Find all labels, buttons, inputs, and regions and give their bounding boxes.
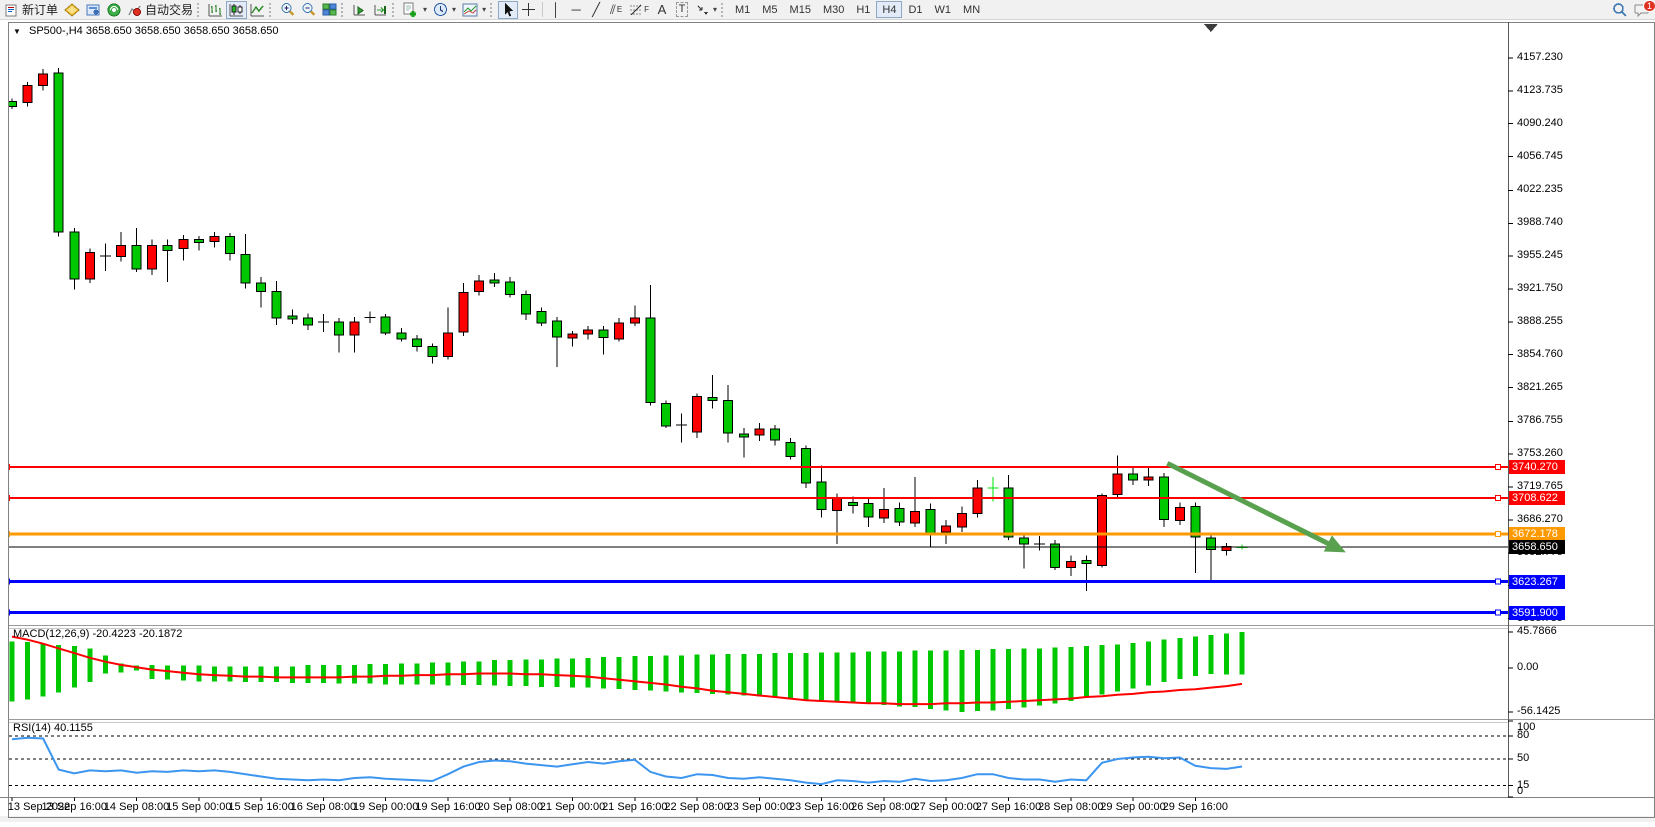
timeframe-m5-button[interactable]: M5 (756, 1, 783, 18)
tile-windows-icon (322, 3, 337, 15)
notification-badge: 1 (1642, 0, 1655, 12)
new-order-label: 新订单 (22, 2, 59, 17)
search-icon (1613, 2, 1627, 17)
timeframe-h1-button[interactable]: H1 (850, 1, 876, 18)
toolbar-grip (392, 2, 397, 17)
auto-trading-icon (128, 5, 142, 16)
templates-button[interactable]: ▾ (459, 1, 489, 19)
timeframe-m1-button[interactable]: M1 (729, 1, 756, 18)
notifications-button[interactable]: 1 (1631, 0, 1655, 19)
gold-icon (64, 2, 80, 17)
toolbar-grip (490, 2, 495, 17)
toolbar-grip (341, 2, 346, 17)
chart-shift-icon (374, 4, 387, 15)
arrows-tool-button[interactable]: ▾ (692, 1, 720, 19)
timeframe-mn-button[interactable]: MN (957, 1, 986, 18)
channel-letter: E (616, 4, 623, 14)
zoom-out-button[interactable] (298, 1, 319, 19)
toolbar-grip (720, 2, 726, 17)
line-chart-icon (250, 3, 265, 16)
bar-chart-icon (208, 3, 223, 16)
zoom-in-icon (281, 3, 295, 16)
market-depth-button[interactable] (83, 1, 104, 19)
market-depth-icon (86, 4, 100, 15)
timeframe-group: M1 M5 M15 M30 H1 H4 D1 W1 MN (729, 1, 986, 18)
toolbar-grip (197, 2, 202, 17)
toolbar-separator (542, 2, 544, 17)
tile-windows-button[interactable] (319, 1, 340, 19)
signals-icon (107, 3, 121, 16)
fibonacci-letter: F (644, 4, 649, 14)
equidistant-channel-tool-button[interactable]: ⫽ E (606, 1, 626, 19)
timeframe-m30-button[interactable]: M30 (817, 1, 850, 18)
search-button[interactable] (1609, 1, 1631, 19)
horizontal-line-icon: ─ (571, 2, 581, 17)
gold-chart-button[interactable] (61, 1, 83, 19)
timeframe-m15-button[interactable]: M15 (784, 1, 817, 18)
toolbar-grip (269, 2, 274, 17)
line-chart-button[interactable] (247, 1, 268, 19)
trendline-tool-button[interactable]: ╱ (586, 1, 606, 19)
template-icon (462, 3, 478, 16)
candlestick-chart-button[interactable] (226, 0, 248, 19)
chart-shift-marker (1203, 24, 1218, 32)
add-indicator-button[interactable]: ▾ (400, 1, 430, 19)
timeframe-w1-button[interactable]: W1 (929, 1, 958, 18)
text-label-icon: T (675, 2, 689, 17)
new-order-button[interactable]: 新订单 (2, 1, 61, 19)
arrows-icon (697, 5, 708, 15)
fibonacci-icon (630, 4, 643, 16)
cursor-tool-button[interactable] (498, 0, 519, 19)
horizontal-line-tool-button[interactable]: ─ (566, 1, 586, 19)
add-indicator-icon (403, 2, 417, 17)
text-label-tool-button[interactable]: T (672, 1, 692, 19)
cursor-icon (504, 3, 513, 17)
chevron-down-icon: ▾ (452, 4, 457, 14)
timeframe-h4-button[interactable]: H4 (876, 1, 903, 18)
timeframe-d1-button[interactable]: D1 (902, 1, 928, 18)
crosshair-icon (522, 3, 536, 16)
auto-trading-label: 自动交易 (145, 2, 194, 17)
signals-button[interactable] (104, 1, 124, 19)
trendline-icon: ╱ (592, 2, 600, 17)
chevron-down-icon: ▾ (712, 4, 717, 14)
crosshair-tool-button[interactable] (518, 1, 539, 19)
price-pane (9, 24, 1508, 616)
zoom-out-icon (302, 3, 316, 16)
trend-arrow (1166, 461, 1346, 553)
periods-button[interactable]: ▾ (430, 1, 459, 19)
vertical-line-tool-button[interactable]: │ (546, 1, 566, 19)
chevron-down-icon: ▾ (423, 4, 428, 14)
clock-icon (434, 3, 448, 16)
candlestick-chart-icon (229, 3, 244, 16)
rsi-pane (9, 735, 1508, 787)
vertical-line-icon: │ (552, 2, 561, 17)
bar-chart-button[interactable] (205, 1, 226, 19)
text-tool-button[interactable]: A (652, 1, 672, 19)
macd-pane (9, 631, 1245, 712)
fibonacci-tool-button[interactable]: F (626, 1, 652, 19)
toolbar: 新订单 自动交易 ▾ ▾ (0, 0, 1655, 20)
zoom-in-button[interactable] (277, 1, 298, 19)
text-icon: A (657, 2, 667, 17)
channel-icon: ⫽ (610, 2, 616, 17)
chart-shift-button[interactable] (370, 1, 391, 19)
auto-trading-button[interactable]: 自动交易 (124, 1, 196, 19)
chevron-down-icon: ▾ (482, 4, 487, 14)
auto-scroll-icon (353, 4, 366, 15)
auto-scroll-button[interactable] (349, 1, 370, 19)
new-order-icon (5, 4, 17, 16)
